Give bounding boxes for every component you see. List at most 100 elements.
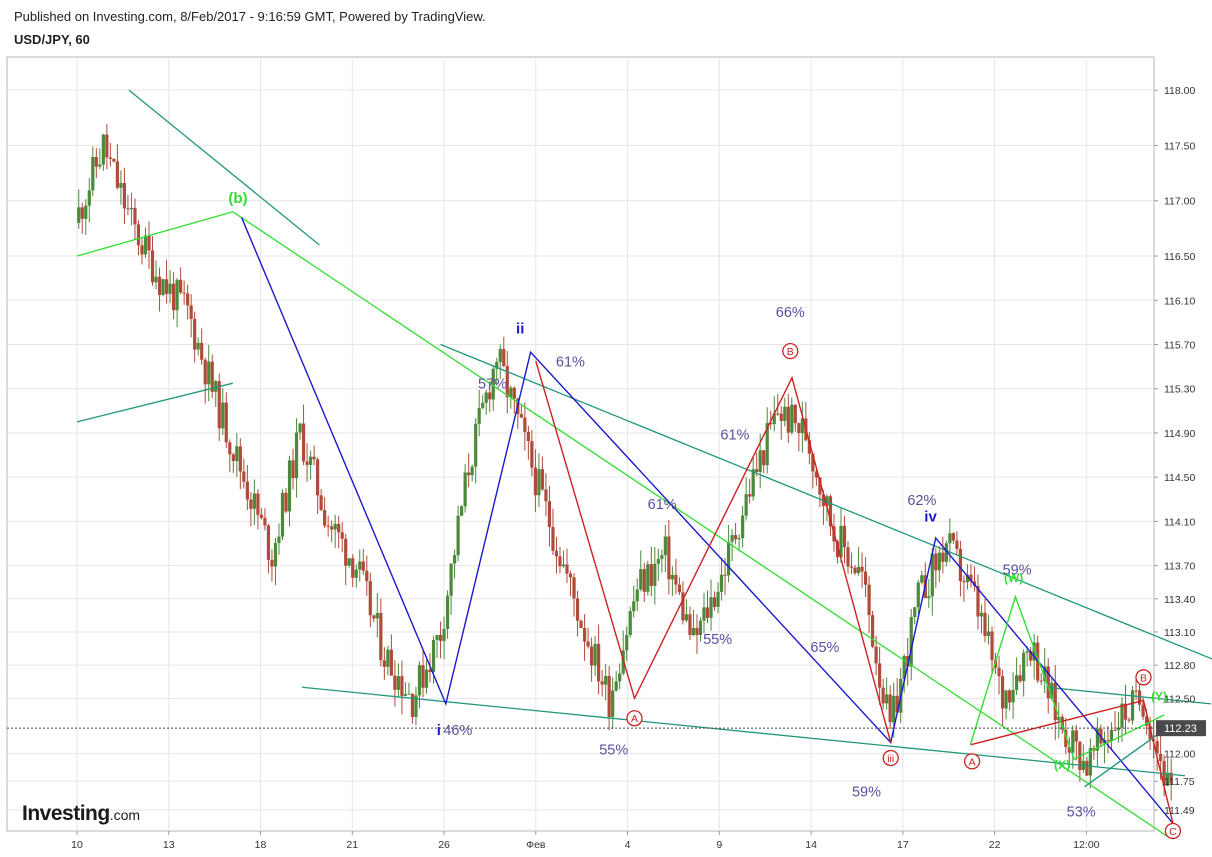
candle-body	[1144, 716, 1149, 726]
candle-body	[428, 669, 432, 672]
candle-body	[807, 440, 811, 454]
candle-body	[1109, 730, 1114, 741]
candle-body	[196, 342, 200, 350]
circle-wave-label: iii	[882, 749, 899, 767]
wave-line	[969, 594, 1165, 761]
candle-body	[298, 423, 302, 433]
candle-body	[519, 413, 523, 418]
candle-body	[712, 597, 717, 607]
candle-body	[1130, 690, 1135, 721]
candle-body	[920, 575, 924, 583]
candle-body	[189, 305, 193, 319]
investing-logo: Investing.com	[22, 802, 140, 826]
candle-body	[856, 566, 861, 574]
candle-body	[579, 620, 583, 628]
candle-body	[969, 574, 973, 582]
candle-body	[1159, 753, 1163, 762]
candle-body	[930, 553, 934, 597]
x-tick-label: Фев	[526, 839, 546, 851]
candle-body	[1166, 772, 1170, 786]
wave-label: (b)	[228, 190, 247, 207]
candle-body	[249, 499, 253, 509]
candle-body	[277, 536, 281, 543]
percent-annotation: 59%	[1003, 562, 1032, 578]
candle-body	[421, 665, 425, 688]
candle-body	[453, 555, 457, 564]
candle-body	[1018, 675, 1022, 682]
candle-body	[758, 450, 762, 473]
candle-body	[769, 423, 773, 425]
candle-body	[741, 515, 745, 539]
x-tick-label: 4	[625, 839, 631, 851]
candle-body	[755, 469, 759, 473]
candle-body	[122, 182, 127, 209]
candle-body	[365, 570, 369, 582]
candle-body	[983, 612, 987, 637]
candle-body	[814, 471, 818, 478]
wave-label: iv	[924, 508, 937, 525]
channel-line	[76, 211, 233, 257]
candle-body	[951, 533, 955, 541]
candle-body	[1064, 729, 1068, 748]
candle-body	[119, 182, 123, 188]
channel-line	[232, 211, 1169, 838]
percent-annotation: 53%	[1067, 805, 1096, 821]
candle-body	[340, 532, 344, 539]
candle-body	[105, 134, 109, 158]
candle-body	[210, 361, 214, 392]
circle-wave-marker	[1135, 669, 1152, 686]
candle-body	[1032, 642, 1036, 661]
candle-body	[403, 694, 408, 696]
candle-body	[867, 584, 871, 616]
candle-body	[445, 595, 450, 629]
candle-body	[460, 506, 464, 516]
candle-body	[266, 525, 271, 560]
percent-annotation: 46%	[443, 723, 472, 739]
candle-body	[375, 612, 379, 619]
candle-body	[252, 493, 256, 509]
x-tick-label: 12:00	[1073, 839, 1099, 851]
candle-body	[653, 563, 657, 586]
candle-body	[1004, 690, 1008, 709]
candle-body	[544, 489, 548, 502]
wave-line	[240, 217, 1174, 824]
candle-body	[316, 459, 320, 496]
x-tick-label: 13	[163, 839, 175, 851]
circle-wave-label: B	[1135, 669, 1152, 686]
candle-body	[642, 569, 646, 592]
candle-body	[734, 535, 738, 540]
candle-body	[586, 641, 590, 647]
circle-wave-text: A	[969, 756, 976, 768]
candle-body	[1120, 703, 1124, 728]
channel-line	[440, 343, 1212, 660]
percent-annotation: 55%	[703, 632, 732, 648]
candle-body	[435, 635, 439, 641]
candle-body	[646, 564, 650, 592]
candle-body	[157, 276, 162, 295]
candle-body	[98, 164, 102, 167]
candle-body	[407, 693, 411, 695]
published-line: Published on Investing.com, 8/Feb/2017 -…	[14, 9, 486, 24]
percent-annotation: 62%	[907, 493, 936, 509]
x-tick-label: 18	[255, 839, 267, 851]
y-tick-label: 113.10	[1164, 627, 1195, 639]
candle-body	[203, 359, 207, 385]
candle-body	[976, 585, 980, 617]
candle-body	[1088, 748, 1092, 776]
x-tick-label: 22	[989, 839, 1001, 851]
candle-body	[168, 283, 172, 294]
candle-body	[695, 628, 699, 636]
candle-body	[723, 574, 727, 576]
candle-body	[839, 525, 843, 558]
candle-body	[372, 615, 376, 619]
candle-body	[863, 571, 868, 585]
candle-body	[410, 693, 415, 718]
candle-body	[860, 566, 864, 572]
candle-body	[927, 596, 931, 599]
candle-body	[235, 446, 239, 462]
candle-body	[681, 592, 685, 621]
x-tick-label: 10	[71, 839, 83, 851]
percent-annotation: 57%	[478, 377, 507, 393]
candle-body	[888, 694, 892, 723]
